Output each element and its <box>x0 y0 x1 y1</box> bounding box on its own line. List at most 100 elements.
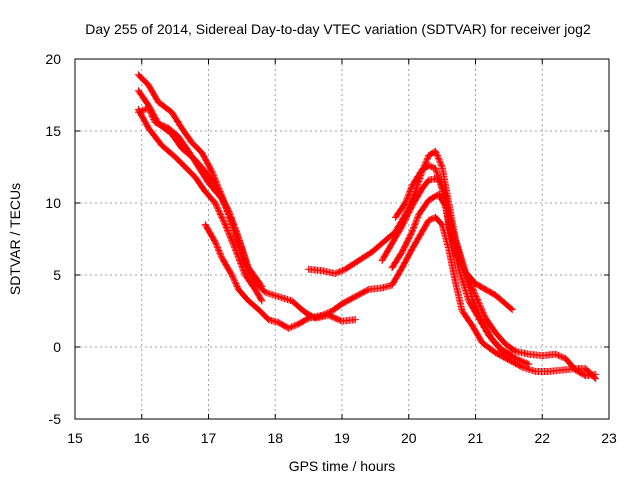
data-point <box>521 366 523 368</box>
data-point <box>237 288 240 290</box>
data-point <box>504 303 507 305</box>
data-point <box>381 260 383 262</box>
data-point <box>391 267 393 269</box>
data-point <box>474 294 477 296</box>
data-point <box>234 248 236 250</box>
plot-frame <box>74 58 610 420</box>
data-point <box>161 144 163 146</box>
data-point <box>231 219 233 221</box>
data-point <box>147 107 150 109</box>
data-point <box>368 288 370 290</box>
data-point <box>428 219 430 221</box>
data-point <box>197 166 200 168</box>
data-point <box>291 300 293 302</box>
x-tick-label: 23 <box>601 430 617 446</box>
data-point <box>441 188 443 190</box>
data-point <box>478 317 480 319</box>
data-point <box>401 267 403 269</box>
data-point <box>204 224 206 226</box>
data-point <box>528 353 530 355</box>
data-point <box>404 202 407 204</box>
data-point <box>211 170 213 172</box>
data-point <box>514 350 517 352</box>
data-point <box>534 370 537 373</box>
data-point <box>438 193 440 195</box>
data-point <box>464 271 467 273</box>
y-tick-label: 5 <box>53 267 61 283</box>
x-axis-label: GPS time / hours <box>289 458 396 474</box>
data-point <box>441 166 443 168</box>
data-point <box>504 343 507 345</box>
chart-title: Day 255 of 2014, Sidereal Day-to-day VTE… <box>85 21 591 37</box>
data-point <box>277 296 280 298</box>
data-point <box>371 251 373 253</box>
data-point <box>448 224 450 226</box>
data-point <box>137 74 140 76</box>
data-point <box>147 127 150 129</box>
data-point <box>354 319 356 321</box>
data-point <box>484 288 487 290</box>
data-point <box>177 136 180 138</box>
data-point <box>528 363 530 365</box>
data-point <box>257 308 260 311</box>
data-point <box>137 90 140 92</box>
data-point <box>321 314 323 316</box>
data-point <box>468 300 470 302</box>
y-tick-label: -5 <box>49 411 62 427</box>
data-point <box>277 321 280 324</box>
data-point <box>304 311 306 314</box>
data-point <box>454 281 457 283</box>
data-point <box>254 288 256 290</box>
y-axis-label: SDTVAR / TECUs <box>7 183 23 295</box>
data-point <box>471 324 473 326</box>
data-point <box>511 308 513 311</box>
x-tick-label: 16 <box>134 430 150 446</box>
data-point <box>458 268 460 270</box>
series-track-4 <box>134 104 253 276</box>
data-point <box>434 150 437 152</box>
data-point <box>221 257 223 259</box>
data-point <box>204 170 206 172</box>
data-point <box>428 179 430 181</box>
data-point <box>181 147 183 149</box>
data-point <box>341 320 343 322</box>
data-point <box>184 166 186 168</box>
data-point <box>181 127 183 129</box>
data-point <box>191 141 193 144</box>
data-point <box>214 241 216 243</box>
series-track-1 <box>134 71 359 325</box>
data-point <box>331 310 333 312</box>
data-point <box>428 154 430 157</box>
data-point <box>308 317 310 319</box>
x-tick-label: 22 <box>534 430 550 446</box>
data-point <box>298 323 300 325</box>
data-point <box>354 296 356 298</box>
data-point <box>201 152 203 154</box>
data-point <box>441 224 443 226</box>
data-point <box>261 285 263 288</box>
data-point <box>247 271 250 273</box>
data-point <box>171 111 173 113</box>
data-point <box>561 369 563 371</box>
y-tick-label: 20 <box>45 51 61 67</box>
data-point <box>264 291 266 293</box>
data-point <box>461 310 463 312</box>
data-point <box>241 248 243 250</box>
data-point <box>421 169 423 171</box>
data-point <box>595 373 597 375</box>
data-point <box>585 368 587 370</box>
x-tick-label: 20 <box>401 430 417 446</box>
data-point <box>501 349 503 351</box>
data-point <box>418 213 420 216</box>
data-point <box>174 156 176 158</box>
x-tick-label: 17 <box>201 430 217 446</box>
data-point <box>471 297 473 299</box>
y-tick-label: 0 <box>53 339 61 355</box>
data-point <box>334 272 336 275</box>
data-point <box>421 231 423 233</box>
data-point <box>344 268 346 270</box>
data-point <box>541 355 543 357</box>
data-point <box>261 300 263 302</box>
data-point <box>221 198 223 200</box>
